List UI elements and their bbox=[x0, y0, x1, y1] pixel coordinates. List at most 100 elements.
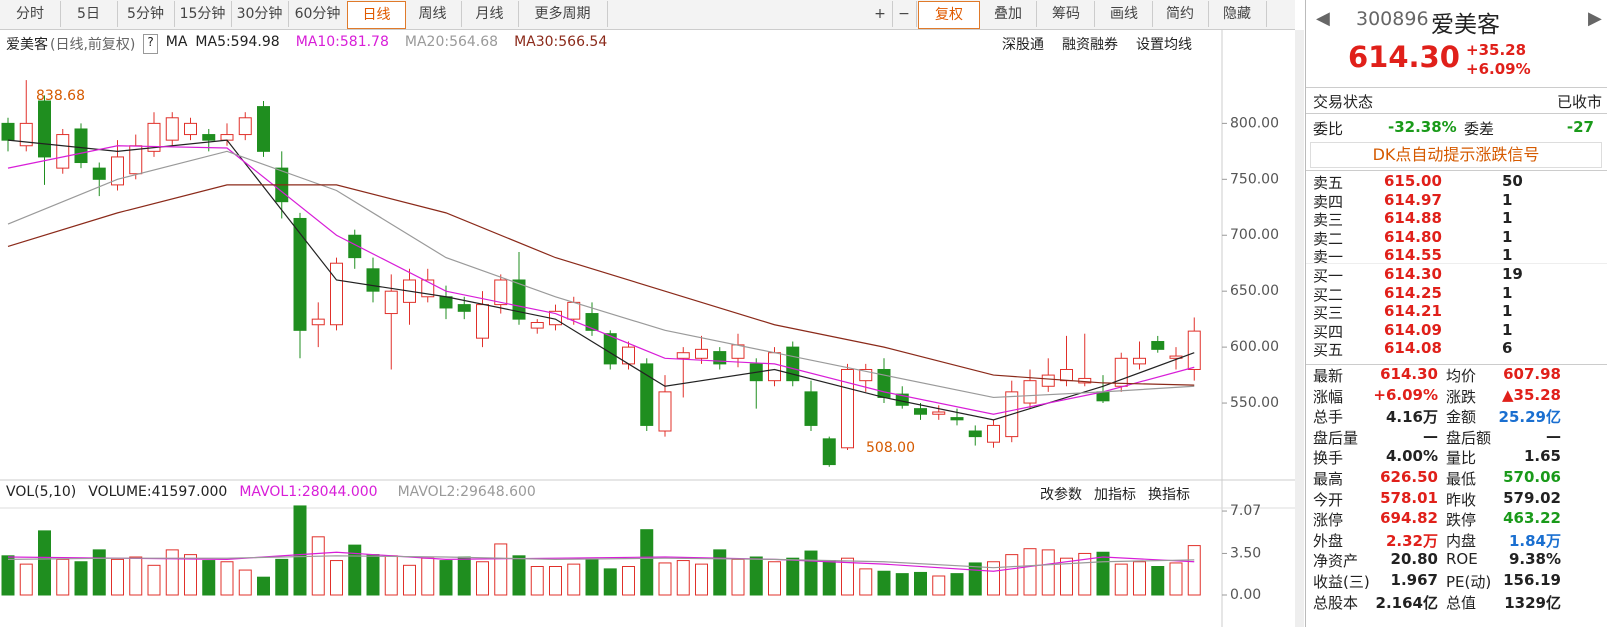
vol-legend: VOL(5,10) VOLUME:41597.000 MAVOL1:28044.… bbox=[6, 484, 536, 500]
volume-bar bbox=[658, 562, 672, 596]
volume-bar bbox=[476, 561, 489, 596]
tool-button[interactable]: 筹码 bbox=[1038, 1, 1095, 27]
candle-body bbox=[914, 408, 927, 415]
period-button[interactable]: 周线 bbox=[404, 1, 462, 27]
volume-bar bbox=[238, 569, 252, 596]
volume-bar bbox=[202, 560, 216, 596]
book-price: 614.80 bbox=[1384, 227, 1442, 246]
period-button[interactable]: 15分钟 bbox=[174, 1, 232, 27]
volume-bar bbox=[1169, 562, 1183, 596]
annotation-high: 838.68 bbox=[36, 88, 85, 104]
candle-body bbox=[859, 368, 873, 382]
code: 300896 bbox=[1356, 8, 1429, 30]
volume-bar bbox=[1133, 561, 1146, 596]
volume-bar bbox=[1151, 566, 1165, 596]
volume-bar bbox=[19, 563, 33, 596]
volume-bar bbox=[38, 530, 51, 596]
stat-value: 579.02 bbox=[1503, 488, 1561, 507]
tool-button[interactable]: 叠加 bbox=[980, 1, 1037, 27]
stat-label: 外盘 bbox=[1313, 531, 1344, 550]
next[interactable]: ▶ bbox=[1588, 8, 1602, 29]
y-tick-label: 3.50 bbox=[1230, 545, 1261, 561]
y-tick-label: 800.00 bbox=[1230, 115, 1279, 131]
candle-body bbox=[567, 301, 581, 320]
link[interactable]: 深股通 bbox=[1002, 37, 1044, 53]
volume-bar bbox=[749, 556, 763, 596]
candle-body bbox=[74, 128, 88, 164]
tool-button[interactable]: 画线 bbox=[1096, 1, 1153, 27]
period-button[interactable]: 日线 bbox=[347, 1, 406, 29]
stat-label: 内盘 bbox=[1446, 531, 1477, 550]
toolbar: 分时 5日 5分钟 15分钟 30分钟 60分钟 日线 周线 月线 更多周期 + − 复权 叠加 筹码 画线简… bbox=[0, 0, 1295, 30]
candle-body bbox=[1114, 357, 1128, 387]
book-volume: 1 bbox=[1502, 209, 1513, 228]
tool-button[interactable]: 复权 bbox=[918, 1, 980, 29]
volume-bar bbox=[804, 550, 818, 596]
status-label: 交易状态 bbox=[1313, 93, 1374, 111]
stat-value: ▲35.28 bbox=[1502, 385, 1561, 404]
splitter[interactable] bbox=[1295, 30, 1304, 627]
book-label: 买三 bbox=[1313, 304, 1344, 323]
name: 爱美客 bbox=[1431, 12, 1500, 38]
volume-bar bbox=[877, 570, 891, 596]
stat-value: — bbox=[1423, 426, 1438, 445]
volume-bar bbox=[147, 564, 161, 596]
volume-bar bbox=[859, 568, 873, 596]
volume-bar bbox=[768, 561, 781, 596]
links: 深股通 融资融券 设置均线 bbox=[1002, 34, 1192, 54]
ratio: -32.38% bbox=[1388, 118, 1457, 136]
volume-bar bbox=[56, 558, 70, 596]
period-button[interactable]: 分时 bbox=[0, 1, 61, 27]
candle-body bbox=[640, 363, 654, 426]
candle-body bbox=[56, 134, 70, 169]
link[interactable]: 换指标 bbox=[1148, 487, 1190, 503]
prev[interactable]: ◀ bbox=[1316, 8, 1330, 29]
book-label: 买二 bbox=[1313, 285, 1344, 304]
tool-button[interactable]: 隐藏 bbox=[1208, 1, 1267, 27]
candle-body bbox=[311, 318, 325, 326]
vol-legend: MAVOL1:28044.000 bbox=[239, 484, 378, 500]
volume-bar bbox=[695, 563, 708, 596]
stat-value: 1.84万 bbox=[1508, 531, 1561, 550]
stat-value: 607.98 bbox=[1503, 365, 1561, 383]
candle-body bbox=[512, 279, 526, 320]
book-price: 614.09 bbox=[1384, 320, 1442, 339]
annotation-low: 508.00 bbox=[866, 440, 915, 456]
volume-bar bbox=[603, 568, 617, 596]
help[interactable]: ? bbox=[143, 34, 158, 54]
y-tick-label: 7.07 bbox=[1230, 503, 1261, 519]
tool-button[interactable]: 简约 bbox=[1152, 1, 1209, 27]
ma-line bbox=[7, 145, 1195, 415]
stat-label: 净资产 bbox=[1313, 552, 1359, 571]
period-button[interactable]: 5日 bbox=[60, 1, 118, 27]
price: 614.30 bbox=[1348, 40, 1460, 74]
period-button[interactable]: 30分钟 bbox=[231, 1, 289, 27]
volume-bar bbox=[841, 557, 854, 596]
tool-button[interactable]: − bbox=[892, 1, 917, 27]
stat-label: 收益(三) bbox=[1313, 573, 1370, 591]
period-button[interactable]: 更多周期 bbox=[518, 1, 608, 27]
volume-bar bbox=[932, 575, 946, 596]
period-button[interactable]: 5分钟 bbox=[117, 1, 175, 27]
volume-bar bbox=[640, 529, 654, 596]
candle-body bbox=[257, 106, 270, 152]
y-tick-label: 0.00 bbox=[1230, 587, 1261, 603]
period-button[interactable]: 月线 bbox=[461, 1, 519, 27]
candle-body bbox=[822, 438, 836, 466]
candle-body bbox=[147, 122, 161, 152]
stat-label: 昨收 bbox=[1446, 490, 1477, 509]
tool-button[interactable]: + bbox=[868, 1, 893, 27]
link[interactable]: 改参数 bbox=[1040, 487, 1082, 503]
stat-value: +6.09% bbox=[1373, 385, 1438, 404]
link[interactable]: 融资融券 bbox=[1062, 37, 1118, 53]
signal[interactable]: DK点自动提示涨跌信号 bbox=[1310, 142, 1602, 168]
vol-links: 改参数 加指标 换指标 bbox=[1040, 484, 1190, 504]
stat-label: 最低 bbox=[1446, 470, 1477, 488]
candle-body bbox=[421, 279, 435, 298]
volume-bar bbox=[111, 558, 124, 596]
volume-bar bbox=[676, 560, 690, 596]
link[interactable]: 设置均线 bbox=[1136, 37, 1192, 53]
ma-legend: MA10:581.78 bbox=[295, 34, 389, 50]
period-button[interactable]: 60分钟 bbox=[288, 1, 348, 27]
link[interactable]: 加指标 bbox=[1094, 487, 1136, 503]
